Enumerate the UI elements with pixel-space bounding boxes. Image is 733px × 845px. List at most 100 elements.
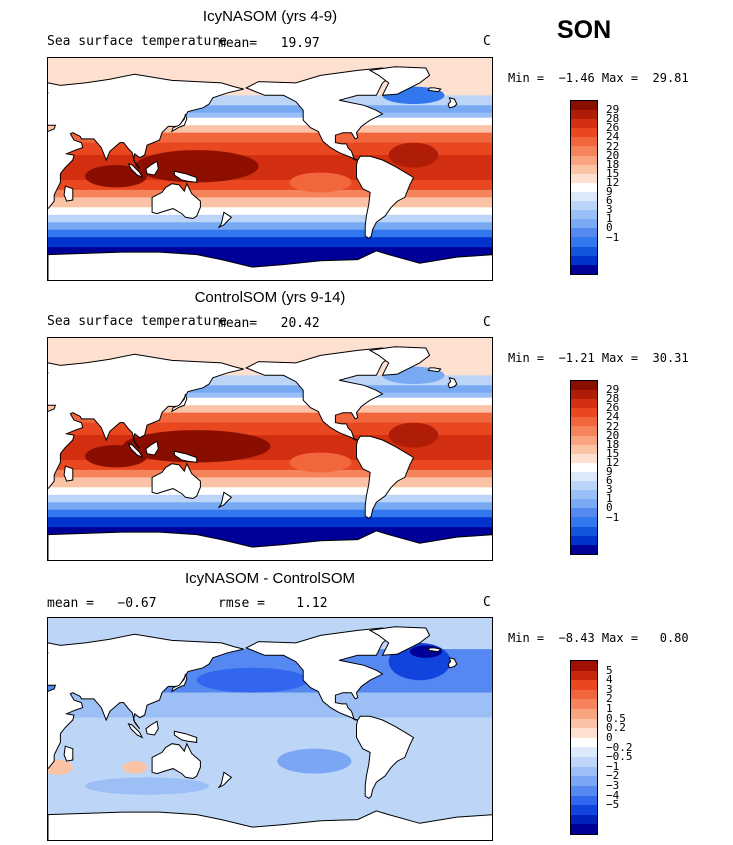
colorbar-tick-label: 1 <box>606 212 613 226</box>
colorbar-swatch <box>571 544 597 554</box>
map-plot <box>48 618 492 840</box>
sst-band <box>48 142 492 156</box>
land-sumatra <box>127 442 144 459</box>
land-sumatra <box>127 722 144 739</box>
panel1-map <box>47 57 493 281</box>
sst-band <box>48 405 492 414</box>
colorbar-swatch <box>571 381 597 391</box>
colorbar-swatch <box>571 805 597 815</box>
colorbar-tick-label: 18 <box>606 437 620 451</box>
panel2-title: ControlSOM (yrs 9-14) <box>194 289 346 306</box>
land-uk <box>447 97 458 109</box>
land-japan <box>171 113 188 133</box>
panel3-minmax: Min = −8.43 Max = 0.80 <box>508 631 689 645</box>
colorbar-tick-label: −1 <box>606 759 620 773</box>
cold-tongue <box>289 172 352 193</box>
panel1-mean: mean= 19.97 <box>218 36 320 51</box>
colorbar-swatch <box>571 219 597 229</box>
panel2-colorbar <box>570 380 598 555</box>
panel2-unit: C <box>483 315 491 330</box>
land-eurasia-africa <box>48 353 244 490</box>
colorbar-swatch <box>571 699 597 710</box>
land-eurasia-africa <box>48 633 244 770</box>
panel2-mean: mean= 20.42 <box>218 316 320 331</box>
colorbar-swatch <box>571 680 597 690</box>
panel3-rmse: rmse = 1.12 <box>218 596 328 611</box>
colorbar-tick-label: 28 <box>606 392 620 406</box>
colorbar-swatch <box>571 110 597 120</box>
sst-band <box>48 459 492 471</box>
panel1-unit: C <box>483 34 491 49</box>
colorbar-swatch <box>571 444 597 454</box>
sst-band <box>48 375 492 386</box>
colorbar-swatch <box>571 173 597 183</box>
panel3-mean: mean = −0.67 <box>47 596 157 611</box>
sst-band <box>48 392 492 399</box>
colorbar-swatch <box>571 399 597 409</box>
sst-band <box>48 422 492 436</box>
colorbar-tick-label: 12 <box>606 175 620 189</box>
sst-band <box>48 237 492 248</box>
colorbar-tick-label: 1 <box>606 702 613 716</box>
sst-band <box>48 117 492 126</box>
colorbar-swatch <box>571 728 597 738</box>
colorbar-tick-label: 22 <box>606 419 620 433</box>
colorbar-tick-label: 3 <box>606 682 613 696</box>
sst-band <box>48 112 492 119</box>
colorbar-swatch <box>571 776 597 786</box>
colorbar-tick-label: 4 <box>606 673 613 687</box>
sst-band <box>48 385 492 394</box>
colorbar-tick-label: −3 <box>606 778 620 792</box>
sst-band <box>48 487 492 496</box>
sst-band <box>48 95 492 106</box>
land-borneo <box>145 720 159 736</box>
land-iceland <box>427 87 442 93</box>
sst-band <box>48 477 492 488</box>
colorbar-tick-label: 6 <box>606 194 613 208</box>
colorbar-swatch <box>571 408 597 418</box>
panel1-minmax: Min = −1.46 Max = 29.81 <box>508 71 689 85</box>
colorbar-swatch <box>571 689 597 700</box>
land-north-america <box>244 627 396 721</box>
land-antarctica <box>48 810 492 840</box>
colorbar-swatch <box>571 718 597 729</box>
colorbar-swatch <box>571 737 597 748</box>
colorbar-tick-label: 29 <box>606 383 620 397</box>
land-antarctica <box>48 530 492 560</box>
land-iceland <box>427 647 442 653</box>
colorbar-swatch <box>571 785 597 796</box>
land-new-guinea <box>173 730 198 743</box>
land-australia <box>151 742 201 780</box>
colorbar-tick-label: 26 <box>606 401 620 415</box>
colorbar-tick-label: 0 <box>606 221 613 235</box>
panel2-variable: Sea surface temperature <box>47 314 228 329</box>
land-new-zealand <box>217 771 233 789</box>
colorbar-tick-label: 18 <box>606 157 620 171</box>
colorbar-tick-label: 9 <box>606 185 613 199</box>
colorbar-swatch <box>571 417 597 427</box>
diff-north-pacific <box>196 667 309 693</box>
colorbar-tick-label: −2 <box>606 769 620 783</box>
sst-band <box>48 179 492 191</box>
land-south-america <box>356 435 415 520</box>
colorbar-swatch <box>571 128 597 138</box>
colorbar-swatch <box>571 228 597 238</box>
panel1-variable: Sea surface temperature <box>47 34 228 49</box>
colorbar-tick-label: 3 <box>606 483 613 497</box>
colorbar-tick-label: 24 <box>606 130 620 144</box>
panel2-minmax: Min = −1.21 Max = 30.31 <box>508 351 689 365</box>
colorbar-swatch <box>571 499 597 509</box>
colorbar-swatch <box>571 453 597 463</box>
land-borneo <box>145 440 159 456</box>
land-new-zealand <box>217 211 233 229</box>
land-uk <box>447 377 458 389</box>
colorbar-swatch <box>571 146 597 156</box>
panel2-map <box>47 337 493 561</box>
season-label: SON <box>557 16 612 44</box>
diff-southern-ocean <box>85 777 210 795</box>
colorbar-tick-label: 12 <box>606 455 620 469</box>
panel3-map <box>47 617 493 841</box>
sst-band <box>48 229 492 238</box>
colorbar-tick-label: −1 <box>606 230 620 244</box>
sst-band <box>48 222 492 231</box>
